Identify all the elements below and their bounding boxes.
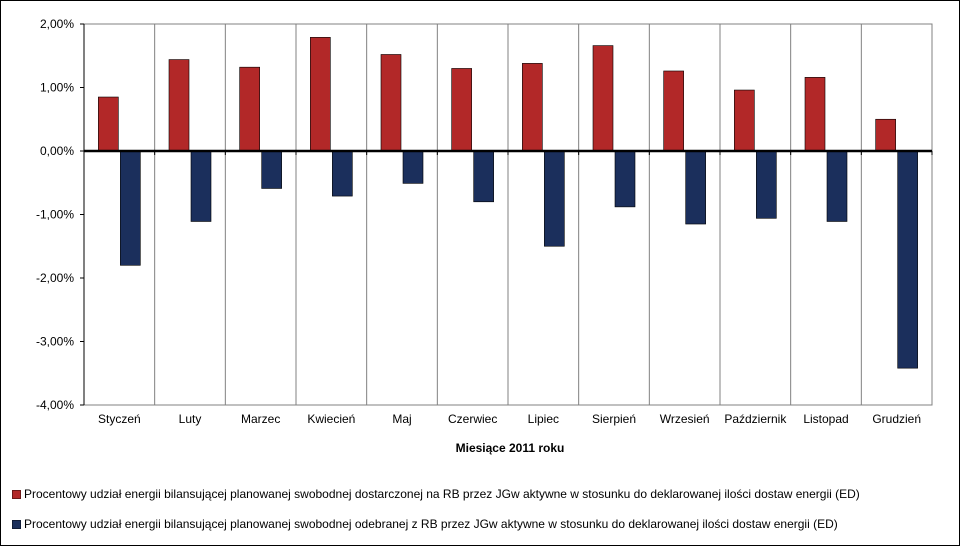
- bar-delivered-5: [380, 54, 402, 152]
- x-axis-label: Miesiące 2011 roku: [456, 441, 565, 455]
- x-tick-label: Czerwiec: [448, 412, 497, 426]
- x-axis-ticks: Styczeń Luty Marzec Kwiecień Maj Czerwiec Lipi…: [98, 412, 921, 426]
- x-tick-label: Maj: [392, 412, 411, 426]
- bar-received-4: [332, 150, 353, 197]
- bar-delivered-10: [734, 89, 755, 152]
- bar-delivered-9: [663, 70, 684, 152]
- legend-label-series-1: Procentowy udział energii bilansującej p…: [24, 487, 860, 501]
- x-tick-label: Luty: [179, 412, 202, 426]
- x-tick-label: Marzec: [241, 412, 280, 426]
- legend-swatch-series-1: [12, 489, 21, 499]
- x-tick-label: Sierpień: [592, 412, 636, 426]
- bar-received-2: [190, 150, 212, 222]
- y-tick-label: 2,00%: [40, 17, 74, 31]
- bar-received-10: [756, 150, 777, 219]
- bar-received-9: [685, 150, 706, 225]
- y-tick-label: -3,00%: [36, 335, 74, 349]
- x-tick-label: Wrzesień: [660, 412, 710, 426]
- bar-received-5: [402, 150, 424, 184]
- bar-delivered-1: [98, 96, 119, 152]
- y-tick-label: -1,00%: [36, 208, 74, 222]
- vertical-gridlines: [154, 24, 862, 405]
- bar-received-12: [897, 150, 918, 369]
- y-tick-label: -4,00%: [36, 398, 74, 412]
- y-axis-ticks: 2,00% 1,00% 0,00% -1,00% -2,00% -3,00% -4,00%: [36, 17, 84, 412]
- bar-received-8: [614, 150, 636, 208]
- x-tick-label: Grudzień: [872, 412, 921, 426]
- x-tick-label: Kwiecień: [307, 412, 355, 426]
- y-tick-label: -2,00%: [36, 271, 74, 285]
- bar-received-1: [120, 150, 141, 266]
- x-tick-label: Listopad: [803, 412, 848, 426]
- bar-received-6: [473, 150, 494, 203]
- y-tick-label: 0,00%: [40, 144, 74, 158]
- bar-delivered-6: [451, 68, 472, 152]
- bar-received-11: [826, 150, 848, 222]
- bar-delivered-4: [310, 37, 331, 152]
- legend-item-series-1: Procentowy udział energii bilansującej p…: [12, 487, 860, 501]
- bar-delivered-11: [804, 77, 826, 152]
- legend-label-series-2: Procentowy udział energii bilansującej p…: [24, 517, 838, 531]
- bar-delivered-7: [522, 63, 543, 152]
- bar-received-7: [544, 150, 565, 247]
- legend-item-series-2: Procentowy udział energii bilansującej p…: [12, 517, 838, 531]
- bars: [98, 37, 918, 369]
- bar-received-3: [261, 150, 282, 189]
- x-tick-label: Styczeń: [98, 412, 141, 426]
- x-tick-label: Październik: [724, 412, 787, 426]
- bar-delivered-8: [592, 45, 614, 152]
- bar-delivered-12: [875, 118, 896, 152]
- bar-delivered-3: [239, 66, 260, 152]
- bar-delivered-2: [168, 59, 190, 152]
- legend-swatch-series-2: [12, 519, 21, 529]
- x-tick-label: Lipiec: [528, 412, 559, 426]
- y-tick-label: 1,00%: [40, 81, 74, 95]
